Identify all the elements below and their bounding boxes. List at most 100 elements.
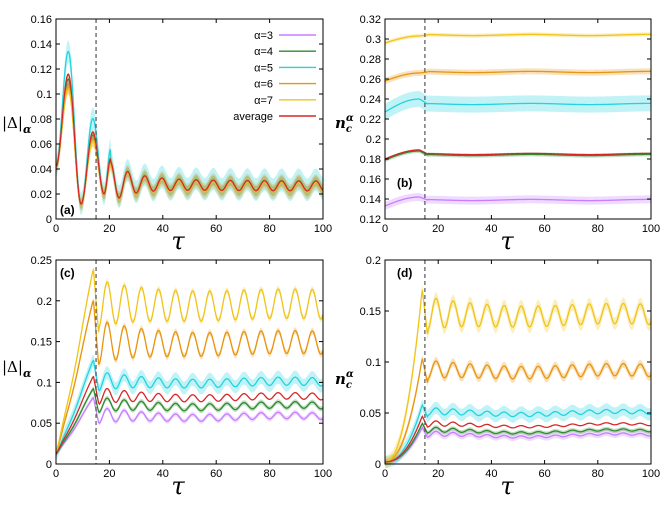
x-tick-label: 100	[642, 223, 660, 235]
y-tick-label: 0.2	[366, 134, 381, 146]
legend-label: α=6	[254, 79, 273, 91]
band-α=4	[385, 421, 651, 464]
y-tick-label: 0.15	[360, 306, 381, 318]
panel-label: (d)	[397, 266, 412, 280]
y-tick-label: 0.16	[360, 174, 381, 186]
y-tick-label: 0.1	[37, 377, 52, 389]
x-tick-label: 100	[314, 468, 332, 480]
x-tick-label: 0	[382, 223, 388, 235]
legend-label: α=5	[254, 62, 273, 74]
panel-d: 0 20 40 60 80 100 0 0.05 0.1 0.15 0.2 (d) τ ncα	[335, 255, 660, 500]
y-tick-label: 0	[375, 459, 381, 471]
series-line-α=3	[384, 426, 652, 463]
series-line-α=4	[55, 387, 324, 455]
panel-label: (b)	[397, 176, 412, 190]
band-α=3	[385, 193, 651, 210]
y-tick-label: 0.3	[366, 34, 381, 46]
x-axis-label: τ	[171, 472, 185, 500]
panel-label: (a)	[60, 203, 75, 217]
x-tick-label: 40	[485, 223, 497, 235]
y-tick-label: 0.05	[360, 408, 381, 420]
series-line-average	[384, 149, 652, 160]
x-tick-label: 100	[314, 223, 332, 235]
series-line-α=3	[384, 196, 652, 207]
x-tick-label: 20	[103, 223, 115, 235]
band-α=5	[56, 353, 323, 461]
series-line-α=5	[384, 403, 652, 463]
y-tick-label: 0	[46, 214, 52, 226]
x-axis-label: τ	[500, 227, 514, 255]
x-tick-label: 40	[485, 468, 497, 480]
x-tick-label: 0	[382, 468, 388, 480]
x-tick-label: 80	[592, 223, 604, 235]
x-tick-label: 40	[157, 223, 169, 235]
series-line-α=6	[384, 70, 652, 82]
x-tick-label: 0	[53, 223, 59, 235]
y-tick-label: 0.32	[360, 14, 381, 26]
series-line-α=4	[384, 422, 652, 463]
y-tick-label: 0.05	[31, 418, 52, 430]
band-α=4	[385, 149, 651, 162]
x-tick-label: 20	[103, 468, 115, 480]
x-tick-label: 100	[642, 468, 660, 480]
x-tick-label: 60	[210, 223, 222, 235]
legend-label: average	[233, 111, 273, 123]
y-tick-label: 0.22	[360, 114, 381, 126]
series-line-α=5	[55, 359, 324, 455]
series-line-average	[384, 415, 652, 463]
x-axis-label: τ	[171, 227, 185, 255]
y-tick-label: 0.04	[31, 164, 52, 176]
series-line-α=7	[384, 289, 652, 463]
y-tick-label: 0	[46, 459, 52, 471]
series-line-α=3	[55, 397, 324, 455]
y-axis-label: ncα	[335, 113, 354, 135]
legend-label: α=7	[254, 95, 273, 107]
legend-label: α=3	[254, 30, 273, 42]
y-tick-label: 0.1	[37, 89, 52, 101]
band-α=7	[385, 283, 651, 469]
x-tick-label: 60	[538, 223, 550, 235]
series-line-α=5	[384, 98, 652, 113]
y-tick-label: 0.14	[31, 39, 52, 51]
y-tick-label: 0.2	[366, 255, 381, 267]
y-tick-label: 0.12	[31, 64, 52, 76]
band-α=7	[56, 84, 323, 209]
y-tick-label: 0.18	[360, 154, 381, 166]
y-tick-label: 0.14	[360, 194, 381, 206]
y-tick-label: 0.2	[37, 296, 52, 308]
y-tick-label: 0.1	[366, 357, 381, 369]
y-tick-label: 0.24	[360, 94, 381, 106]
x-tick-label: 80	[263, 223, 275, 235]
y-tick-label: 0.25	[31, 255, 52, 267]
y-axis-label: |Δ|α	[2, 358, 32, 380]
band-α=6	[385, 354, 651, 467]
legend: α=3 α=4 α=5 α=6 α=7 average	[233, 30, 316, 123]
series-line-α=7	[384, 33, 652, 44]
series-line-α=6	[384, 358, 652, 463]
series-line-α=4	[384, 150, 652, 161]
band-α=5	[385, 91, 651, 120]
axes-frame	[55, 259, 324, 465]
series-line-average	[55, 73, 324, 206]
x-tick-label: 80	[592, 468, 604, 480]
x-tick-label: 80	[263, 468, 275, 480]
y-tick-label: 0.12	[360, 214, 381, 226]
panel-b: 0 20 40 60 80 100 0.12 0.14 0.16 0.18 0.2 0.22 0.24 0…	[335, 14, 660, 255]
y-tick-label: 0.02	[31, 189, 52, 201]
x-axis-label: τ	[500, 472, 514, 500]
x-tick-label: 20	[432, 468, 444, 480]
y-tick-label: 0.16	[31, 14, 52, 26]
y-tick-label: 0.15	[31, 337, 52, 349]
panel-c: 0 20 40 60 80 100 0 0.05 0.1 0.15 0.2 0.25 (c) τ |Δ|α	[2, 255, 332, 500]
y-tick-label: 0.06	[31, 139, 52, 151]
band-α=4	[56, 386, 323, 457]
legend-label: α=4	[254, 46, 273, 58]
y-tick-label: 0.28	[360, 54, 381, 66]
series-line-average	[55, 375, 324, 455]
x-tick-label: 20	[432, 223, 444, 235]
y-tick-label: 0.08	[31, 114, 52, 126]
series-line-α=7	[55, 268, 324, 455]
panel-label: (c)	[60, 266, 75, 280]
x-tick-label: 60	[210, 468, 222, 480]
series-line-α=6	[55, 299, 324, 455]
